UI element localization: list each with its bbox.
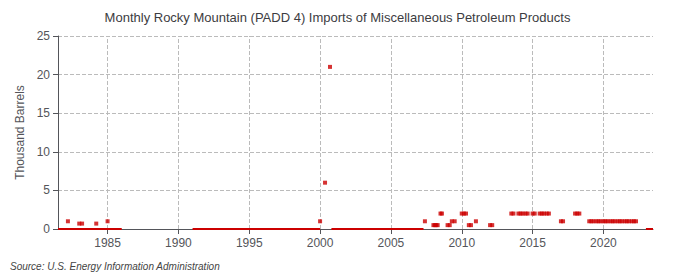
svg-text:1995: 1995 [236, 236, 263, 250]
svg-text:2010: 2010 [448, 236, 475, 250]
svg-text:Source: U.S. Energy Informatio: Source: U.S. Energy Information Administ… [10, 261, 220, 272]
svg-text:5: 5 [43, 183, 50, 197]
svg-text:2005: 2005 [378, 236, 405, 250]
svg-text:1990: 1990 [165, 236, 192, 250]
svg-text:0: 0 [43, 222, 50, 236]
svg-text:25: 25 [37, 29, 51, 43]
svg-text:2020: 2020 [590, 236, 617, 250]
svg-text:1985: 1985 [94, 236, 121, 250]
svg-text:2015: 2015 [519, 236, 546, 250]
svg-text:15: 15 [37, 106, 51, 120]
svg-text:10: 10 [37, 145, 51, 159]
svg-text:20: 20 [37, 68, 51, 82]
svg-text:Monthly Rocky Mountain (PADD 4: Monthly Rocky Mountain (PADD 4) Imports … [105, 10, 571, 25]
svg-text:Thousand Barrels: Thousand Barrels [13, 85, 27, 180]
svg-text:2000: 2000 [307, 236, 334, 250]
